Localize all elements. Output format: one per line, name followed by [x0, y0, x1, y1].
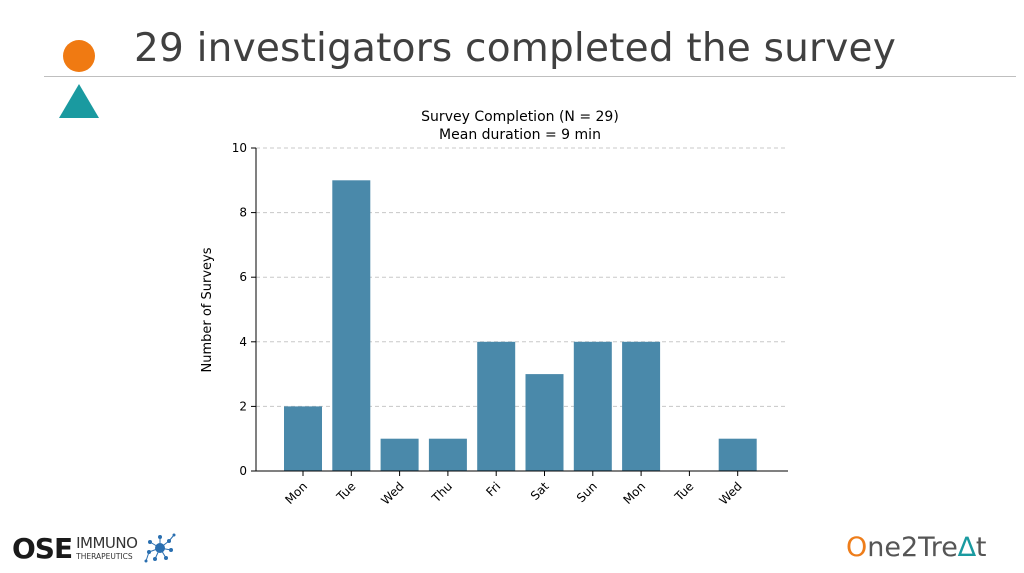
grid-lines: [256, 147, 788, 407]
logo-therapeutics-text: THERAPEUTICS: [76, 551, 133, 561]
x-tick-label: Wed: [716, 479, 744, 507]
ose-immuno-logo: OSE IMMUNO THERAPEUTICS: [12, 530, 177, 566]
title-divider: [44, 76, 1016, 77]
y-tick-label: 0: [239, 464, 247, 478]
logo-ose-text: OSE: [12, 531, 73, 565]
x-tick-label: Thu: [428, 479, 455, 506]
logo-text-part1: ne2Tre: [867, 532, 958, 563]
x-tick-label: Tue: [333, 479, 358, 504]
x-tick-label: Sun: [574, 479, 600, 505]
x-tick-label: Fri: [483, 479, 503, 499]
triangle-icon: [59, 84, 99, 118]
bar: [573, 341, 612, 471]
bar: [477, 341, 516, 471]
bars: [284, 180, 757, 472]
logo-triangle-a: ∆: [957, 532, 976, 563]
y-tick-label: 10: [232, 141, 247, 155]
x-tick-label: Wed: [378, 479, 406, 507]
bar: [284, 406, 322, 471]
one2treat-logo: One2Tre∆t: [846, 532, 986, 563]
bar: [332, 180, 371, 472]
page-title: 29 investigators completed the survey: [134, 26, 896, 71]
logo-text-part2: t: [975, 532, 987, 563]
bar: [525, 374, 564, 471]
chart-subtitle: Mean duration = 9 min: [439, 127, 601, 143]
x-tick-label: Tue: [671, 479, 696, 504]
x-tick-label: Sat: [528, 479, 552, 503]
y-tick-label: 8: [239, 206, 247, 220]
y-axis-label: Number of Surveys: [200, 247, 215, 372]
y-tick-label: 4: [239, 335, 247, 349]
logo-o-letter: O: [846, 532, 868, 563]
x-tick-label: Mon: [620, 479, 648, 507]
y-tick-label: 6: [239, 270, 247, 284]
bar: [622, 341, 661, 471]
chart-title: Survey Completion (N = 29): [421, 109, 619, 125]
y-tick-label: 2: [239, 399, 247, 413]
circle-icon: [63, 40, 95, 72]
x-tick-label: Mon: [282, 479, 310, 507]
ose-cell-icon: [144, 533, 176, 563]
logo-immuno-text: IMMUNO: [76, 533, 138, 552]
bar: [718, 438, 757, 471]
bar: [380, 438, 419, 471]
bar: [428, 438, 467, 471]
